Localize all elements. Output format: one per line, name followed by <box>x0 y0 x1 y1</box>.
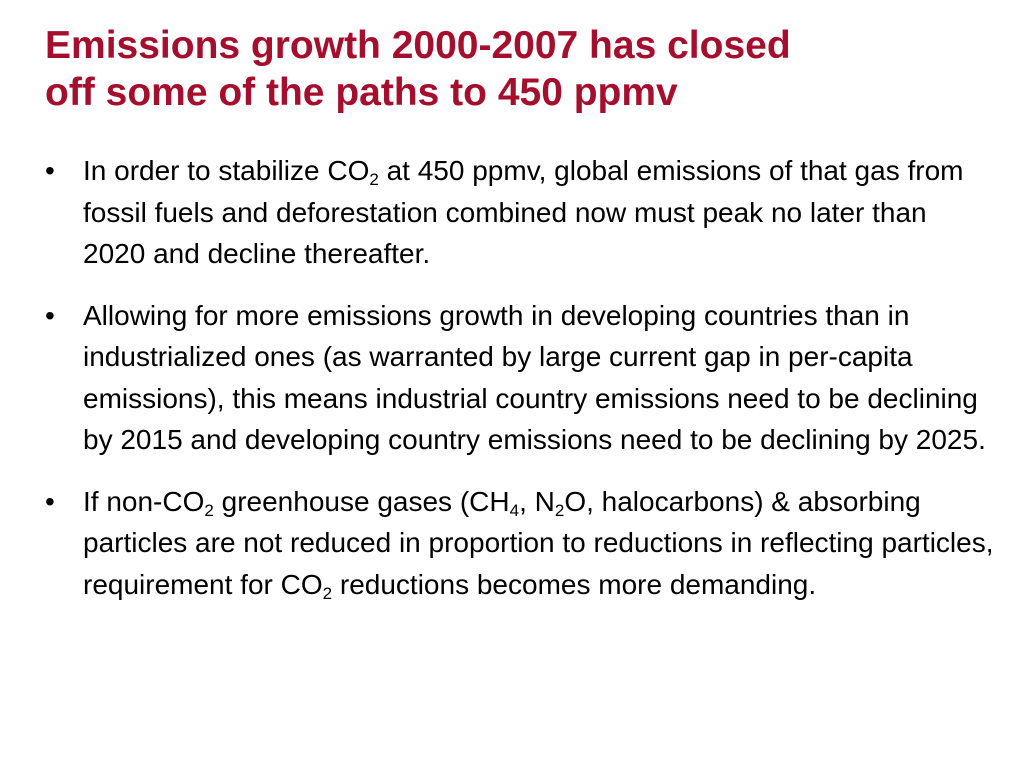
bullet-text-part: greenhouse gases (CH <box>213 485 510 517</box>
bullet-text-part: Allowing for more emissions growth in de… <box>83 299 986 456</box>
bullet-text: If non-CO2 greenhouse gases (CH4, N2O, h… <box>83 485 994 603</box>
subscript: 2 <box>204 500 214 520</box>
bullet-marker: • <box>45 485 55 517</box>
bullet-text-part: O, halocarbons) & absorbing particles ar… <box>83 485 994 600</box>
subscript: 2 <box>322 583 333 603</box>
bullet-text-part: reductions becomes more demanding. <box>332 568 817 600</box>
bullet-item-3: • If non-CO2 greenhouse gases (CH4, N2O,… <box>45 481 995 606</box>
bullet-list: • In order to stabilize CO2 at 450 ppmv,… <box>45 150 995 625</box>
bullet-text-part: at 450 ppmv, global emissions of that ga… <box>83 155 964 269</box>
subscript: 2 <box>369 170 379 189</box>
bullet-marker: • <box>45 299 55 331</box>
bullet-text-part: In order to stabilize CO <box>83 155 370 186</box>
bullet-item-1: • In order to stabilize CO2 at 450 ppmv,… <box>45 150 995 275</box>
bullet-text-part: If non-CO <box>83 485 205 517</box>
bullet-item-2: • Allowing for more emissions growth in … <box>45 295 995 461</box>
bullet-text: Allowing for more emissions growth in de… <box>83 300 986 456</box>
title-line-1: Emissions growth 2000-2007 has closed <box>45 24 791 67</box>
subscript: 2 <box>554 500 565 520</box>
bullet-text: In order to stabilize CO2 at 450 ppmv, g… <box>83 155 963 269</box>
bullet-text-part: , N <box>519 485 555 517</box>
title-line-2: off some of the paths to 450 ppmv <box>45 71 678 114</box>
bullet-marker: • <box>45 155 55 186</box>
subscript: 4 <box>509 500 520 520</box>
slide-title: Emissions growth 2000-2007 has closed off… <box>45 22 1005 116</box>
